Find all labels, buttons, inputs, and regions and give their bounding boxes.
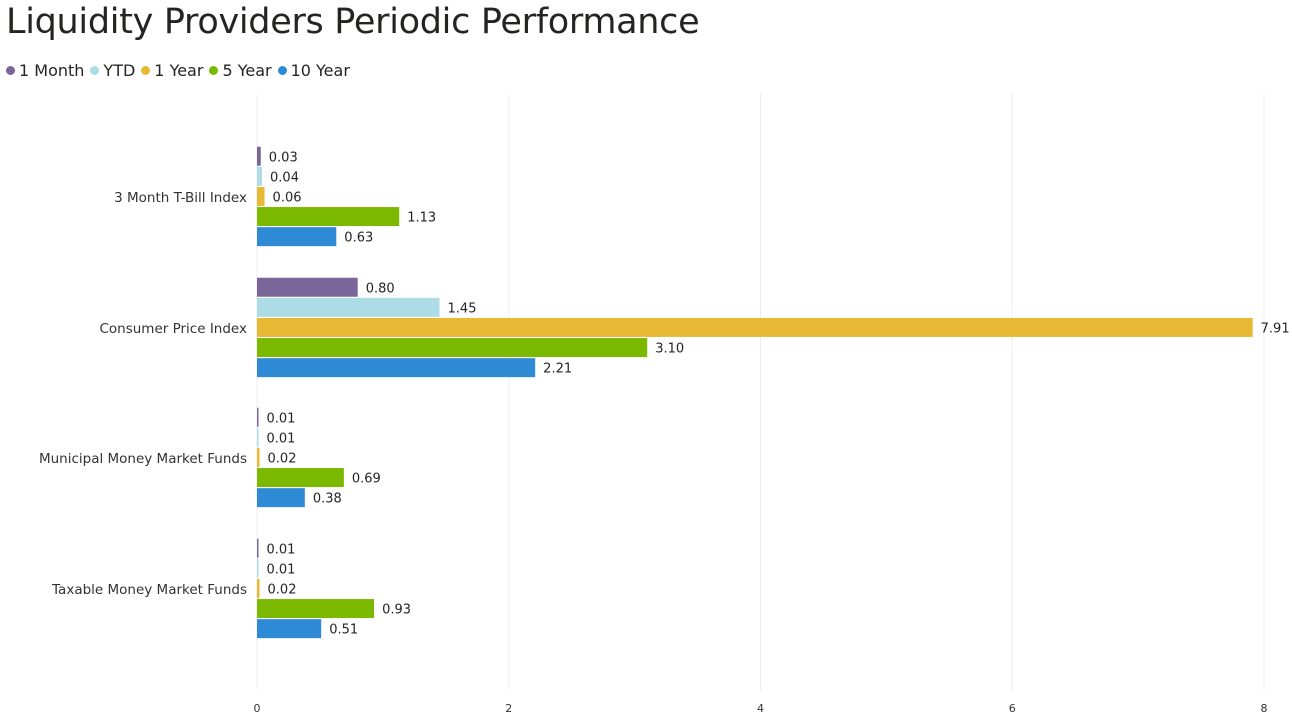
legend-marker-icon [6, 65, 15, 75]
bar-taxable-money-market-funds-1-year[interactable] [257, 578, 260, 598]
bar-consumer-price-index-1-month[interactable] [257, 277, 358, 297]
bar-taxable-money-market-funds-5-year[interactable] [257, 599, 375, 619]
legend-label: 10 Year [290, 60, 350, 80]
data-label-3-month-t-bill-index-1-year: 0.06 [273, 190, 302, 205]
bar-consumer-price-index-5-year[interactable] [257, 338, 648, 358]
bar-municipal-money-market-funds-ytd[interactable] [257, 427, 259, 447]
bar-taxable-money-market-funds-10-year[interactable] [257, 619, 322, 639]
bar-consumer-price-index-1-year[interactable] [257, 317, 1253, 337]
gridlines [256, 94, 1265, 690]
data-label-consumer-price-index-1-year: 7.91 [1261, 321, 1290, 336]
bar-municipal-money-market-funds-1-year[interactable] [257, 447, 260, 467]
data-label-municipal-money-market-funds-1-year: 0.02 [268, 451, 297, 466]
legend-label: 5 Year [222, 60, 272, 80]
legend-item-1-month[interactable]: 1 Month [6, 61, 84, 80]
bars [257, 146, 1253, 639]
legend-label: 1 Month [19, 60, 85, 80]
data-label-taxable-money-market-funds-1-year: 0.02 [268, 582, 297, 597]
legend-label: 1 Year [154, 60, 204, 80]
data-label-municipal-money-market-funds-ytd: 0.01 [267, 431, 296, 446]
bar-municipal-money-market-funds-1-month[interactable] [257, 407, 259, 427]
data-label-taxable-money-market-funds-1-month: 0.01 [267, 542, 296, 557]
x-tick-label: 2 [505, 702, 512, 715]
x-tick-label: 6 [1009, 702, 1016, 715]
legend-marker-icon [209, 65, 219, 75]
chart-title: Liquidity Providers Periodic Performance [6, 2, 700, 42]
category-label-taxable-money-market-funds: Taxable Money Market Funds [51, 582, 247, 598]
category-label-3-month-t-bill-index: 3 Month T-Bill Index [114, 190, 247, 206]
legend-marker-icon [90, 65, 100, 75]
legend-marker-icon [277, 65, 287, 75]
data-label-taxable-money-market-funds-5-year: 0.93 [382, 603, 411, 618]
data-label-consumer-price-index-10-year: 2.21 [543, 362, 572, 377]
data-label-consumer-price-index-ytd: 1.45 [448, 301, 477, 316]
legend-item-5-year[interactable]: 5 Year [209, 60, 272, 80]
legend-label: YTD [103, 60, 136, 80]
x-tick-label: 4 [757, 702, 764, 715]
data-label-taxable-money-market-funds-ytd: 0.01 [267, 562, 296, 577]
category-labels: 3 Month T-Bill Index Consumer Price Index… [39, 190, 247, 598]
legend-marker-icon [141, 65, 151, 75]
x-tick-label: 8 [1261, 702, 1268, 715]
chart-legend: 1 Month YTD 1 Year 5 Year 10 Year [6, 58, 356, 82]
bar-consumer-price-index-ytd[interactable] [257, 297, 440, 317]
x-tick-label: 0 [254, 702, 261, 715]
bar-3-month-t-bill-index-10-year[interactable] [257, 227, 337, 247]
category-label-municipal-money-market-funds: Municipal Money Market Funds [39, 451, 247, 467]
category-label-consumer-price-index: Consumer Price Index [99, 321, 247, 337]
data-labels: 0.03 0.04 0.06 1.13 0.63 0.80 1.45 7.91 3.10 2.21… [267, 150, 1290, 637]
data-label-consumer-price-index-1-month: 0.80 [366, 281, 395, 296]
bar-3-month-t-bill-index-1-month[interactable] [257, 146, 261, 166]
data-label-3-month-t-bill-index-10-year: 0.63 [344, 231, 373, 246]
bar-3-month-t-bill-index-5-year[interactable] [257, 207, 400, 227]
legend-item-10-year[interactable]: 10 Year [277, 60, 350, 80]
data-label-municipal-money-market-funds-1-month: 0.01 [267, 411, 296, 426]
bar-taxable-money-market-funds-ytd[interactable] [257, 558, 259, 578]
data-label-3-month-t-bill-index-1-month: 0.03 [269, 150, 298, 165]
bar-taxable-money-market-funds-1-month[interactable] [257, 538, 259, 558]
data-label-3-month-t-bill-index-ytd: 0.04 [270, 170, 299, 185]
data-label-municipal-money-market-funds-5-year: 0.69 [352, 472, 381, 487]
data-label-consumer-price-index-5-year: 3.10 [655, 342, 684, 357]
data-label-taxable-money-market-funds-10-year: 0.51 [329, 623, 358, 638]
legend-item-ytd[interactable]: YTD [90, 61, 135, 80]
legend-item-1-year[interactable]: 1 Year [141, 61, 203, 80]
bar-municipal-money-market-funds-10-year[interactable] [257, 488, 305, 508]
bar-3-month-t-bill-index-ytd[interactable] [257, 166, 263, 186]
bar-consumer-price-index-10-year[interactable] [257, 358, 536, 378]
bar-3-month-t-bill-index-1-year[interactable] [257, 186, 265, 206]
bar-municipal-money-market-funds-5-year[interactable] [257, 468, 344, 488]
x-axis-ticks: 0 2 4 6 8 [254, 702, 1268, 715]
data-label-municipal-money-market-funds-10-year: 0.38 [313, 492, 342, 507]
data-label-3-month-t-bill-index-5-year: 1.13 [407, 211, 436, 226]
